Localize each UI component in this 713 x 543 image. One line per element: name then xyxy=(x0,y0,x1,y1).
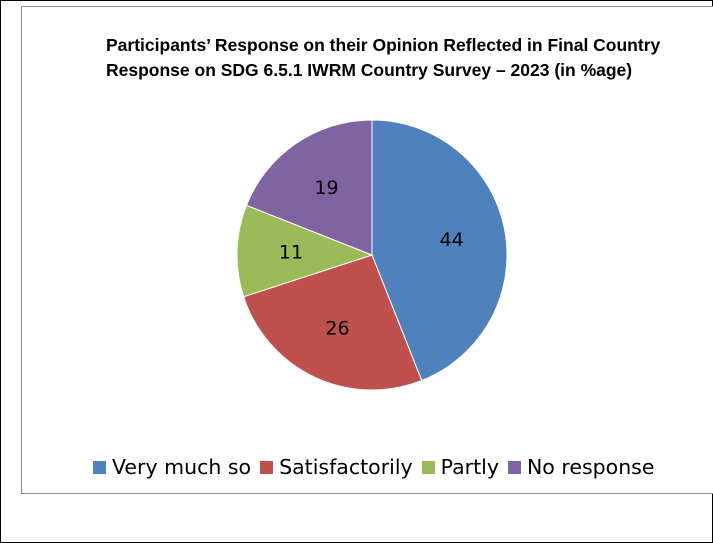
legend-item-satisfactorily: Satisfactorily xyxy=(260,455,413,479)
chart-legend: Very much so Satisfactorily Partly No respo… xyxy=(93,452,713,482)
legend-item-no-response: No response xyxy=(507,455,655,479)
legend-item-partly: Partly xyxy=(421,455,499,479)
data-label-partly: 11 xyxy=(279,242,303,264)
legend-swatch xyxy=(421,460,435,474)
pie-slice-no-response xyxy=(245,119,373,256)
data-label-satisfactorily: 26 xyxy=(325,317,349,339)
chart-title: Participants’ Response on their Opinion … xyxy=(106,35,661,80)
slice-labels: 44 26 11 19 xyxy=(279,177,464,339)
legend-label: Partly xyxy=(440,455,499,479)
data-label-no-response: 19 xyxy=(314,177,338,199)
legend-label: Very much so xyxy=(112,455,252,479)
legend-label: Satisfactorily xyxy=(279,455,413,479)
pie-slice-very-much-so xyxy=(371,119,508,382)
pie-slice-partly xyxy=(236,204,374,298)
pie-slices xyxy=(236,119,508,391)
legend-swatch xyxy=(260,460,274,474)
pie-slice-satisfactorily xyxy=(242,254,423,391)
data-label-very-much-so: 44 xyxy=(440,229,464,251)
legend-swatch xyxy=(507,460,521,474)
legend-swatch xyxy=(93,460,106,474)
legend-label: No response xyxy=(526,455,655,479)
legend-item-very-much-so: Very much so xyxy=(93,455,251,479)
